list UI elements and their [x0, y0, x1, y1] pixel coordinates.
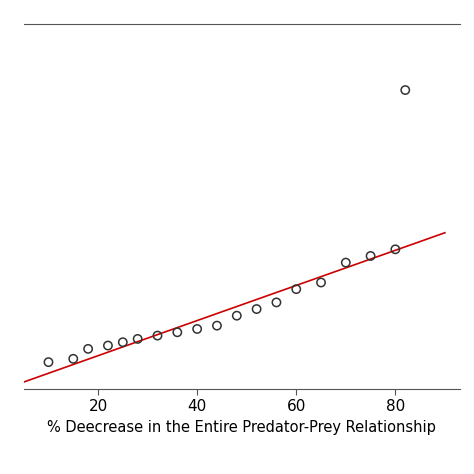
Point — [233, 312, 241, 319]
Point — [119, 338, 127, 346]
Point — [253, 305, 260, 313]
Point — [367, 252, 374, 260]
Point — [292, 285, 300, 293]
Point — [70, 355, 77, 363]
Point — [317, 279, 325, 286]
Point — [173, 328, 181, 336]
Point — [45, 358, 52, 366]
Point — [401, 86, 409, 94]
Point — [213, 322, 221, 329]
Point — [84, 345, 92, 353]
Point — [342, 259, 350, 266]
Point — [104, 342, 112, 349]
Point — [392, 246, 399, 253]
Point — [154, 332, 161, 339]
Point — [273, 299, 280, 306]
Point — [134, 335, 141, 343]
X-axis label: % Deecrease in the Entire Predator-Prey Relationship: % Deecrease in the Entire Predator-Prey … — [47, 419, 436, 435]
Point — [193, 325, 201, 333]
